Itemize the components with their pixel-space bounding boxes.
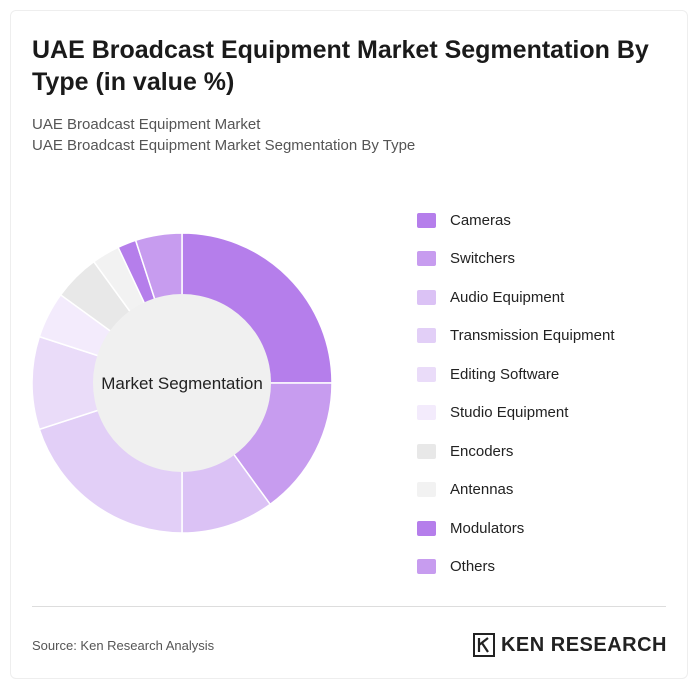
legend-item-editing-software[interactable]: Editing Software bbox=[417, 355, 687, 394]
legend-swatch bbox=[417, 482, 436, 498]
legend-swatch bbox=[417, 520, 436, 536]
legend-item-studio-equipment[interactable]: Studio Equipment bbox=[417, 394, 687, 433]
legend-item-cameras[interactable]: Cameras bbox=[417, 201, 687, 240]
legend-label: Studio Equipment bbox=[450, 404, 569, 422]
legend-label: Cameras bbox=[450, 211, 511, 229]
legend-label: Encoders bbox=[450, 442, 514, 460]
subtitle-line-market: UAE Broadcast Equipment Market bbox=[32, 116, 261, 133]
legend-item-modulators[interactable]: Modulators bbox=[417, 509, 687, 548]
donut-chart-svg: Market Segmentation bbox=[31, 232, 333, 534]
legend-swatch bbox=[417, 328, 436, 344]
chart-subtitle: UAE Broadcast Equipment Market UAE Broad… bbox=[32, 114, 415, 156]
legend-swatch bbox=[417, 559, 436, 575]
legend-item-others[interactable]: Others bbox=[417, 548, 687, 587]
legend-item-audio-equipment[interactable]: Audio Equipment bbox=[417, 278, 687, 317]
ken-research-logo-icon bbox=[472, 633, 495, 657]
legend-item-antennas[interactable]: Antennas bbox=[417, 471, 687, 510]
source-note: Source: Ken Research Analysis bbox=[32, 638, 215, 653]
brand-logo: KEN RESEARCH bbox=[472, 630, 667, 660]
legend-swatch bbox=[417, 405, 436, 421]
legend-item-encoders[interactable]: Encoders bbox=[417, 432, 687, 471]
legend-swatch bbox=[417, 251, 436, 267]
footer-divider bbox=[32, 606, 666, 607]
chart-card: UAE Broadcast Equipment Market Segmentat… bbox=[10, 10, 688, 679]
legend-label: Editing Software bbox=[450, 365, 560, 383]
legend-label: Others bbox=[450, 558, 496, 576]
brand-name: KEN RESEARCH bbox=[500, 633, 667, 656]
center-label: Market Segmentation bbox=[101, 374, 263, 393]
legend-label: Antennas bbox=[450, 481, 514, 499]
donut-chart: Market Segmentation bbox=[11, 211, 361, 561]
legend-item-transmission-equipment[interactable]: Transmission Equipment bbox=[417, 317, 687, 356]
legend-label: Audio Equipment bbox=[450, 288, 565, 306]
legend-swatch bbox=[417, 366, 436, 382]
legend-label: Modulators bbox=[450, 519, 525, 537]
legend-swatch bbox=[417, 212, 436, 228]
legend-swatch bbox=[417, 289, 436, 305]
donut-hole bbox=[93, 294, 271, 472]
subtitle-line-segmentation: UAE Broadcast Equipment Market Segmentat… bbox=[32, 137, 416, 154]
chart-legend: Cameras Switchers Audio Equipment Transmiss… bbox=[417, 201, 687, 586]
legend-label: Transmission Equipment bbox=[450, 327, 615, 345]
chart-title: UAE Broadcast Equipment Market Segmentat… bbox=[32, 36, 649, 96]
legend-swatch bbox=[417, 443, 436, 459]
legend-label: Switchers bbox=[450, 250, 516, 268]
legend-item-switchers[interactable]: Switchers bbox=[417, 240, 687, 279]
